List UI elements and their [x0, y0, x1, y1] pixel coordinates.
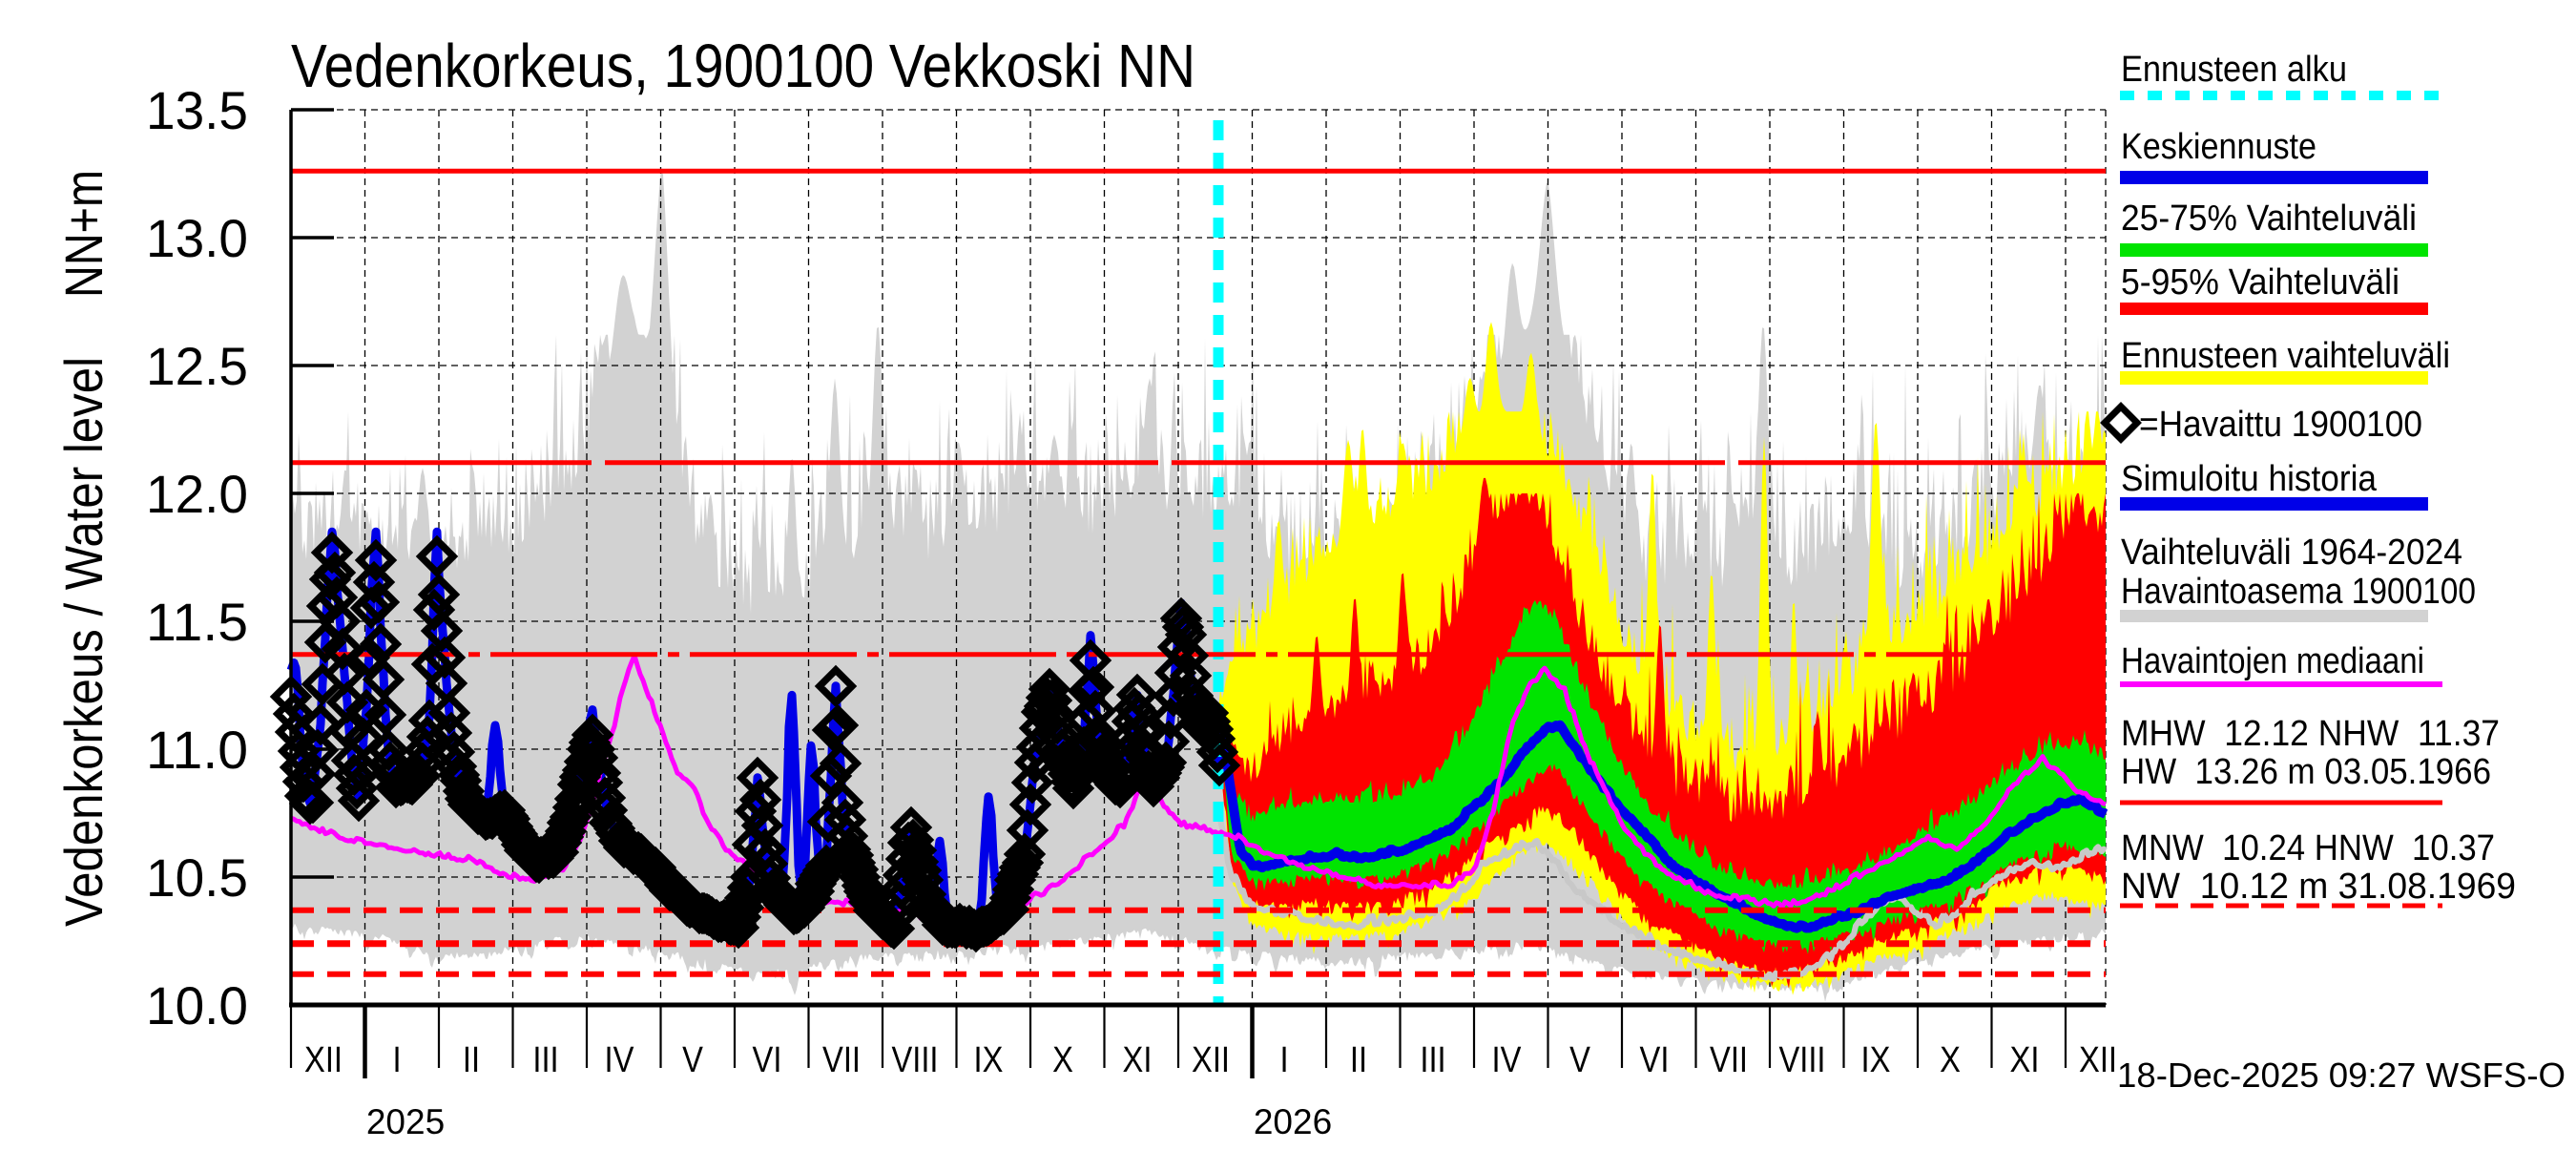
svg-text:11.5: 11.5: [146, 592, 248, 652]
svg-text:11.0: 11.0: [146, 720, 248, 780]
svg-text:18-Dec-2025 09:27 WSFS-O: 18-Dec-2025 09:27 WSFS-O: [2117, 1056, 2566, 1095]
svg-text:Simuloitu historia: Simuloitu historia: [2121, 459, 2378, 499]
svg-text:VIII: VIII: [892, 1040, 939, 1080]
svg-text:MHW 12.12 NHW 11.37: MHW 12.12 NHW 11.37: [2121, 714, 2500, 754]
svg-text:XII: XII: [304, 1040, 343, 1080]
svg-text:X: X: [1940, 1040, 1961, 1080]
svg-text:III: III: [1420, 1040, 1445, 1080]
svg-text:Vedenkorkeus, 1900100 Vekkoski: Vedenkorkeus, 1900100 Vekkoski NN: [291, 31, 1195, 100]
svg-text:10.0: 10.0: [146, 975, 248, 1035]
svg-text:II: II: [1350, 1040, 1367, 1080]
svg-text:XI: XI: [1123, 1040, 1153, 1080]
svg-text:Keskiennuste: Keskiennuste: [2121, 127, 2316, 167]
svg-text:12.0: 12.0: [146, 464, 248, 524]
svg-text:12.5: 12.5: [146, 336, 248, 396]
svg-text:III: III: [532, 1040, 558, 1080]
svg-text:VI: VI: [753, 1040, 782, 1080]
svg-text:II: II: [463, 1040, 480, 1080]
svg-text:Ennusteen alku: Ennusteen alku: [2121, 50, 2347, 90]
svg-text:IV: IV: [605, 1040, 634, 1080]
svg-text:=Havaittu 1900100: =Havaittu 1900100: [2139, 405, 2422, 445]
svg-text:Ennusteen vaihteluväli: Ennusteen vaihteluväli: [2121, 336, 2450, 376]
svg-text:X: X: [1052, 1040, 1073, 1080]
svg-text:XII: XII: [1192, 1040, 1230, 1080]
svg-text:NN+m: NN+m: [53, 170, 114, 298]
svg-text:V: V: [1569, 1040, 1590, 1080]
svg-text:IX: IX: [974, 1040, 1004, 1080]
svg-text:25-75% Vaihteluväli: 25-75% Vaihteluväli: [2121, 199, 2417, 239]
svg-text:Vedenkorkeus / Water level: Vedenkorkeus / Water level: [53, 357, 114, 927]
svg-text:I: I: [1279, 1040, 1288, 1080]
svg-text:VIII: VIII: [1779, 1040, 1826, 1080]
svg-text:IX: IX: [1861, 1040, 1891, 1080]
svg-text:IV: IV: [1492, 1040, 1522, 1080]
svg-text:VI: VI: [1640, 1040, 1670, 1080]
svg-text:5-95% Vaihteluväli: 5-95% Vaihteluväli: [2121, 262, 2399, 303]
svg-text:Havaintojen mediaani: Havaintojen mediaani: [2121, 641, 2424, 681]
svg-text:Havaintoasema 1900100: Havaintoasema 1900100: [2121, 572, 2476, 612]
svg-text:10.5: 10.5: [146, 847, 248, 908]
svg-text:VII: VII: [1710, 1040, 1748, 1080]
svg-text:Vaihteluväli 1964-2024: Vaihteluväli 1964-2024: [2121, 533, 2462, 573]
svg-text:2025: 2025: [366, 1102, 445, 1141]
svg-text:V: V: [682, 1040, 703, 1080]
svg-text:NW 10.12 m 31.08.1969: NW 10.12 m 31.08.1969: [2121, 867, 2516, 907]
svg-text:2026: 2026: [1254, 1102, 1332, 1141]
svg-text:I: I: [392, 1040, 401, 1080]
svg-text:13.0: 13.0: [146, 208, 248, 268]
svg-text:XI: XI: [2010, 1040, 2040, 1080]
svg-text:HW 13.26 m 03.05.1966: HW 13.26 m 03.05.1966: [2121, 752, 2491, 792]
svg-text:VII: VII: [822, 1040, 861, 1080]
svg-text:13.5: 13.5: [146, 80, 248, 140]
svg-text:XII: XII: [2079, 1040, 2117, 1080]
svg-text:MNW 10.24 HNW 10.37: MNW 10.24 HNW 10.37: [2121, 828, 2495, 868]
